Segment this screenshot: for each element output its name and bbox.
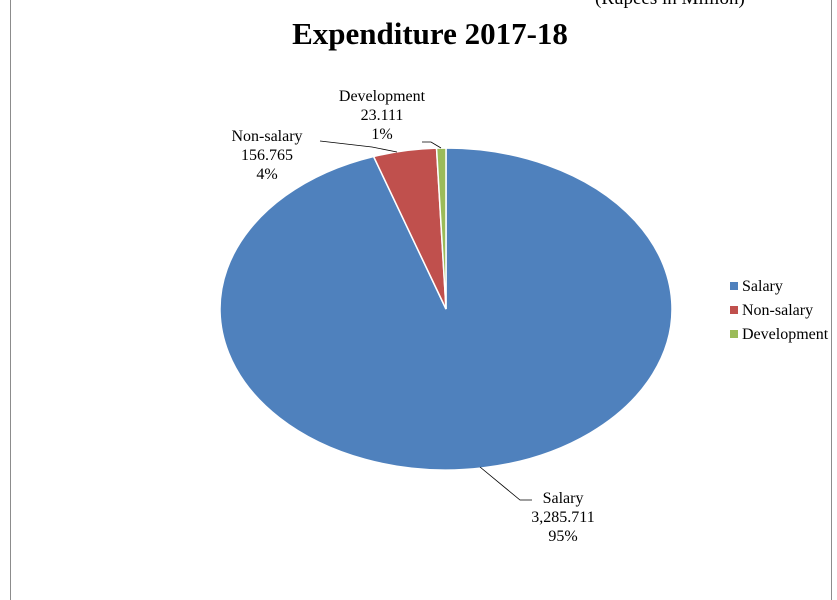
data-labels: Salary 3,285.711 95% Non-salary 156.765 4% Dev… (231, 88, 594, 545)
data-label-non-salary: Non-salary 156.765 4% (231, 128, 302, 183)
slice-development (435, 147, 447, 310)
top-caption: (Rupees in Million) (595, 0, 745, 10)
leader-salary (479, 466, 532, 501)
legend-swatch-salary (730, 282, 738, 290)
data-label-line: 23.111 (361, 107, 404, 124)
data-label-line: 156.765 (241, 147, 293, 164)
data-label-development: Development 23.111 1% (339, 88, 426, 143)
pie-slices (219, 147, 673, 471)
legend: Salary Non-salary Development (730, 278, 829, 343)
chart-title: Expenditure 2017-18 (292, 16, 568, 51)
data-label-line: Salary (543, 490, 584, 507)
chart-frame (10, 0, 832, 600)
data-label-line: 3,285.711 (531, 509, 594, 526)
data-label-line: Non-salary (231, 128, 302, 145)
data-label-line: 95% (548, 528, 577, 545)
leader-development (422, 141, 442, 149)
leader-non-salary (319, 140, 398, 153)
legend-label-salary: Salary (742, 278, 783, 295)
legend-label-non-salary: Non-salary (742, 302, 813, 319)
data-label-line: 4% (256, 166, 277, 183)
data-label-line: Development (339, 88, 426, 105)
leader-lines (319, 140, 532, 501)
data-label-salary: Salary 3,285.711 95% (531, 490, 594, 545)
legend-swatch-non-salary (730, 306, 738, 314)
data-label-line: 1% (371, 126, 392, 143)
legend-label-development: Development (742, 326, 829, 343)
legend-swatch-development (730, 330, 738, 338)
